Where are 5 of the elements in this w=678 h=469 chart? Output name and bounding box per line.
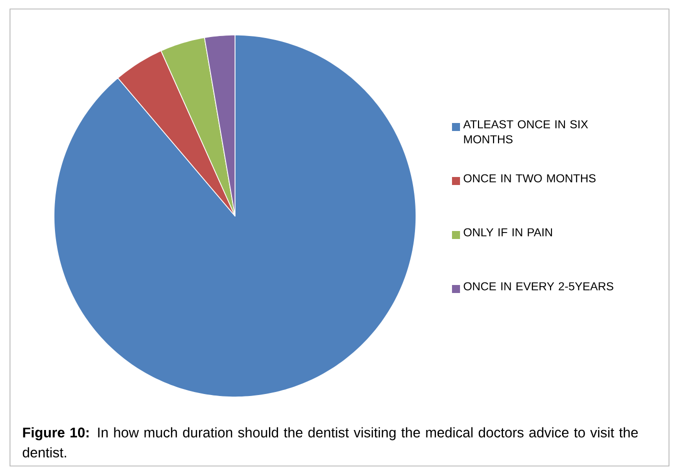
legend-label: ONLY IF IN PAIN <box>464 228 552 236</box>
legend-label: ONCE IN TWO MONTHS <box>464 174 596 182</box>
legend-label: ATLEAST ONCE IN SIX MONTHS <box>463 120 588 144</box>
text: Figure 10: In how much duration should the dentist visiting the medical doctors advice to visit the dentist. <box>22 427 638 458</box>
legend-label: ONCE IN EVERY 2-5YEARS <box>464 282 614 290</box>
